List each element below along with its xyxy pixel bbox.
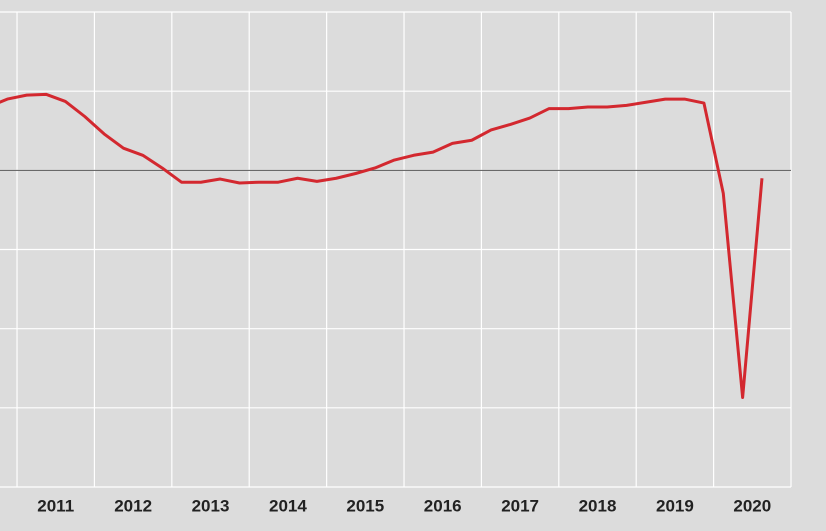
x-tick-label: 2011 — [37, 496, 74, 515]
data-line — [0, 92, 764, 400]
x-tick-label: 2014 — [269, 496, 307, 515]
plot-area — [0, 92, 764, 400]
x-tick-label: 2018 — [579, 496, 617, 515]
x-tick-label: 2017 — [501, 496, 539, 515]
x-tick-label: 2020 — [733, 496, 771, 515]
grid — [0, 11, 792, 488]
x-tick-label: 2015 — [346, 496, 384, 515]
x-tick-label: 2013 — [192, 496, 230, 515]
x-tick-label: 2012 — [114, 496, 152, 515]
x-tick-label: 2019 — [656, 496, 694, 515]
x-tick-label: 2016 — [424, 496, 462, 515]
